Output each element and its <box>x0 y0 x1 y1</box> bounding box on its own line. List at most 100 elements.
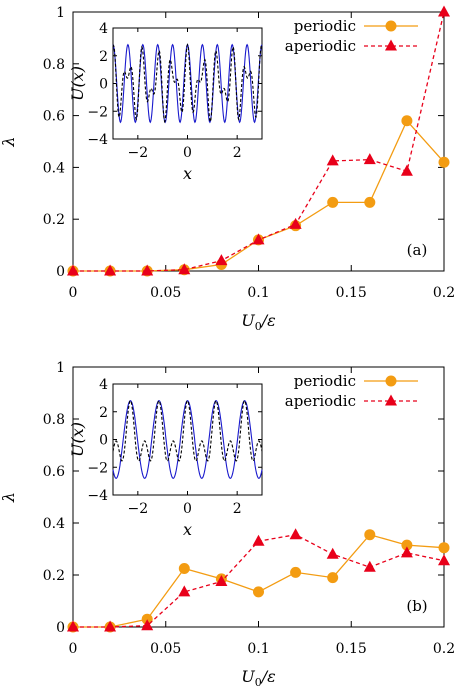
x-tick-label: 0.2 <box>433 641 455 657</box>
inset-y-tick-label: −2 <box>87 460 108 476</box>
legend-marker-aperiodic <box>385 394 397 406</box>
data-point-periodic <box>438 542 450 554</box>
data-point-aperiodic <box>326 154 339 166</box>
series-line-aperiodic <box>73 534 445 628</box>
inset-aperiodic-curve <box>112 43 263 124</box>
panel-label: (b) <box>406 597 427 615</box>
data-point-aperiodic <box>363 153 376 165</box>
y-tick-label: 0.8 <box>43 57 65 73</box>
data-point-aperiodic <box>178 263 191 275</box>
y-tick-label: 0.8 <box>43 412 65 428</box>
x-tick-label: 0.15 <box>336 285 367 301</box>
legend: periodic aperiodic <box>285 372 418 410</box>
inset-x-axis-label: x <box>183 164 192 183</box>
data-point-aperiodic <box>289 528 302 540</box>
y-tick-label: 0 <box>56 620 65 636</box>
inset-x-tick-label: −2 <box>128 501 149 517</box>
legend: periodic aperiodic <box>285 17 418 55</box>
inset-y-tick-label: −4 <box>87 488 108 504</box>
legend-marker-periodic <box>385 375 397 387</box>
y-tick-label: 0.2 <box>43 568 65 584</box>
inset-y-axis-label: U(x) <box>68 66 87 101</box>
data-point-aperiodic <box>400 164 413 176</box>
inset-y-tick-label: 2 <box>99 49 108 65</box>
inset-plot: −2 0 2 −4 −2 0 2 4 x U(x) <box>68 377 263 539</box>
data-point-aperiodic <box>363 560 376 572</box>
y-tick-label: 0.6 <box>43 464 65 480</box>
inset-x-tick-label: −2 <box>128 145 149 161</box>
data-point-periodic <box>178 563 190 574</box>
y-tick-label: 1 <box>56 360 65 376</box>
x-tick-label: 0.05 <box>150 641 181 657</box>
series-aperiodic <box>67 528 450 632</box>
inset-x-axis-label: x <box>183 520 192 539</box>
inset-x-tick-label: 0 <box>183 145 192 161</box>
data-point-aperiodic <box>326 547 339 559</box>
x-tick-label: 0 <box>69 285 78 301</box>
chart-panel-b: 0 0.05 0.1 0.15 0.2 0 0.2 0.4 0.6 0.8 1 U0/ε λ period… <box>0 360 455 689</box>
data-point-aperiodic <box>104 620 117 632</box>
inset-y-tick-label: −4 <box>87 132 108 148</box>
data-point-periodic <box>364 196 376 208</box>
legend-label-aperiodic: aperiodic <box>285 37 356 55</box>
data-point-aperiodic <box>252 534 265 546</box>
inset-plot: −2 0 2 −4 −2 0 2 4 x U(x) <box>68 21 263 183</box>
y-tick-label: 0.4 <box>43 160 65 176</box>
data-point-periodic <box>401 115 413 127</box>
data-point-aperiodic <box>438 554 450 566</box>
inset-y-tick-label: 4 <box>99 377 108 393</box>
x-tick-label: 0.1 <box>247 641 269 657</box>
inset-y-axis-label: U(x) <box>68 422 87 457</box>
data-point-aperiodic <box>141 264 154 276</box>
inset-y-tick-label: 0 <box>99 433 108 449</box>
data-point-periodic <box>438 156 450 168</box>
x-axis-label: U0/ε <box>241 311 275 333</box>
data-point-aperiodic <box>400 546 413 558</box>
legend-marker-aperiodic <box>385 39 397 51</box>
x-tick-label: 0 <box>69 641 78 657</box>
data-point-aperiodic <box>252 233 265 245</box>
x-tick-label: 0.05 <box>150 285 181 301</box>
data-point-periodic <box>364 529 376 541</box>
inset-periodic-curve <box>112 399 263 479</box>
legend-label-periodic: periodic <box>294 372 356 390</box>
x-axis-label: U0/ε <box>241 667 275 689</box>
y-axis-label: λ <box>0 492 18 503</box>
data-point-periodic <box>327 572 339 584</box>
data-point-periodic <box>290 566 302 578</box>
inset-y-tick-label: −2 <box>87 104 108 120</box>
data-point-periodic <box>401 539 413 551</box>
y-tick-label: 0.2 <box>43 212 65 228</box>
inset-x-tick-label: 2 <box>233 501 242 517</box>
y-tick-label: 1 <box>56 5 65 21</box>
data-point-aperiodic <box>67 264 79 276</box>
data-point-aperiodic <box>141 619 154 631</box>
data-point-aperiodic <box>67 620 79 632</box>
legend-label-periodic: periodic <box>294 17 356 35</box>
x-tick-label: 0.2 <box>433 285 455 301</box>
data-point-aperiodic <box>215 575 228 586</box>
series-aperiodic <box>67 5 450 276</box>
x-tick-label: 0.1 <box>247 285 269 301</box>
data-point-aperiodic <box>438 5 450 17</box>
y-tick-label: 0 <box>56 264 65 280</box>
series-line-periodic <box>73 119 445 272</box>
inset-x-tick-label: 0 <box>183 501 192 517</box>
x-tick-label: 0.15 <box>336 641 367 657</box>
data-point-periodic <box>327 196 339 208</box>
y-axis-label: λ <box>0 136 18 147</box>
y-tick-label: 0.6 <box>43 109 65 125</box>
series-line-periodic <box>73 533 445 628</box>
data-point-aperiodic <box>104 264 117 276</box>
data-point-periodic <box>253 586 264 598</box>
data-point-aperiodic <box>289 217 302 229</box>
data-point-aperiodic <box>215 254 228 266</box>
inset-x-tick-label: 2 <box>233 145 242 161</box>
inset-aperiodic-curve <box>112 399 263 462</box>
inset-y-tick-label: 0 <box>99 77 108 93</box>
chart-panel-a: 0 0.05 0.1 0.15 0.2 0 0.2 0.4 0.6 0.8 1 U0/ε λ period… <box>0 5 455 333</box>
data-point-aperiodic <box>178 585 191 597</box>
inset-y-tick-label: 2 <box>99 405 108 421</box>
panel-label: (a) <box>407 241 428 259</box>
